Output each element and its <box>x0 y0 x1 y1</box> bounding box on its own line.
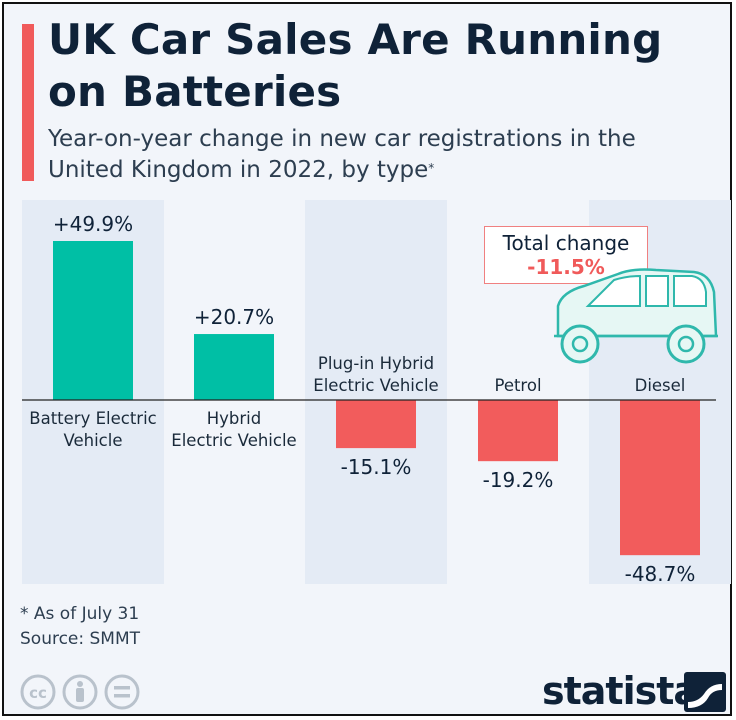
attribution-icon <box>62 674 98 710</box>
chart-subtitle: Year-on-year change in new car registrat… <box>48 124 708 186</box>
bar-1 <box>194 334 274 400</box>
data-label-4: -48.7% <box>625 562 696 586</box>
statista-logo-mark-icon <box>684 672 726 712</box>
bar-3 <box>478 400 558 462</box>
license-icons: cc <box>20 674 140 710</box>
cc-icon: cc <box>20 674 56 710</box>
no-derivatives-icon <box>104 674 140 710</box>
data-label-1: +20.7% <box>194 305 274 329</box>
category-label-1-0: Hybrid <box>207 409 262 428</box>
category-label-4-0: Diesel <box>635 376 686 395</box>
svg-text:cc: cc <box>29 684 47 702</box>
category-label-0-1: Vehicle <box>63 431 122 450</box>
title-accent-bar <box>22 24 34 181</box>
data-label-3: -19.2% <box>483 468 554 492</box>
electric-car-icon <box>554 268 718 364</box>
footnote-text: * As of July 31 <box>20 604 140 624</box>
data-label-0: +49.9% <box>53 212 133 236</box>
category-label-3-0: Petrol <box>494 376 541 395</box>
category-label-2-1: Electric Vehicle <box>313 376 438 395</box>
category-label-0-0: Battery Electric <box>29 409 156 428</box>
data-label-2: -15.1% <box>341 455 412 479</box>
bar-2 <box>336 400 416 449</box>
chart-title: UK Car Sales Are Running on Batteries <box>48 15 663 116</box>
subtitle-text: Year-on-year change in new car registrat… <box>48 126 636 183</box>
category-label-2-0: Plug-in Hybrid <box>318 354 434 373</box>
subtitle-footnote-marker: * <box>428 161 435 175</box>
total-change-label: Total change <box>502 231 630 255</box>
bar-0 <box>53 241 133 400</box>
source-text: Source: SMMT <box>20 629 141 649</box>
bar-4 <box>620 400 700 556</box>
category-label-1-1: Electric Vehicle <box>171 431 296 450</box>
footnote-block: * As of July 31 Source: SMMT <box>20 602 140 652</box>
total-change-value: -11.5% <box>527 255 605 279</box>
statista-logo[interactable]: statista <box>542 669 699 713</box>
column-band-2 <box>305 200 447 584</box>
